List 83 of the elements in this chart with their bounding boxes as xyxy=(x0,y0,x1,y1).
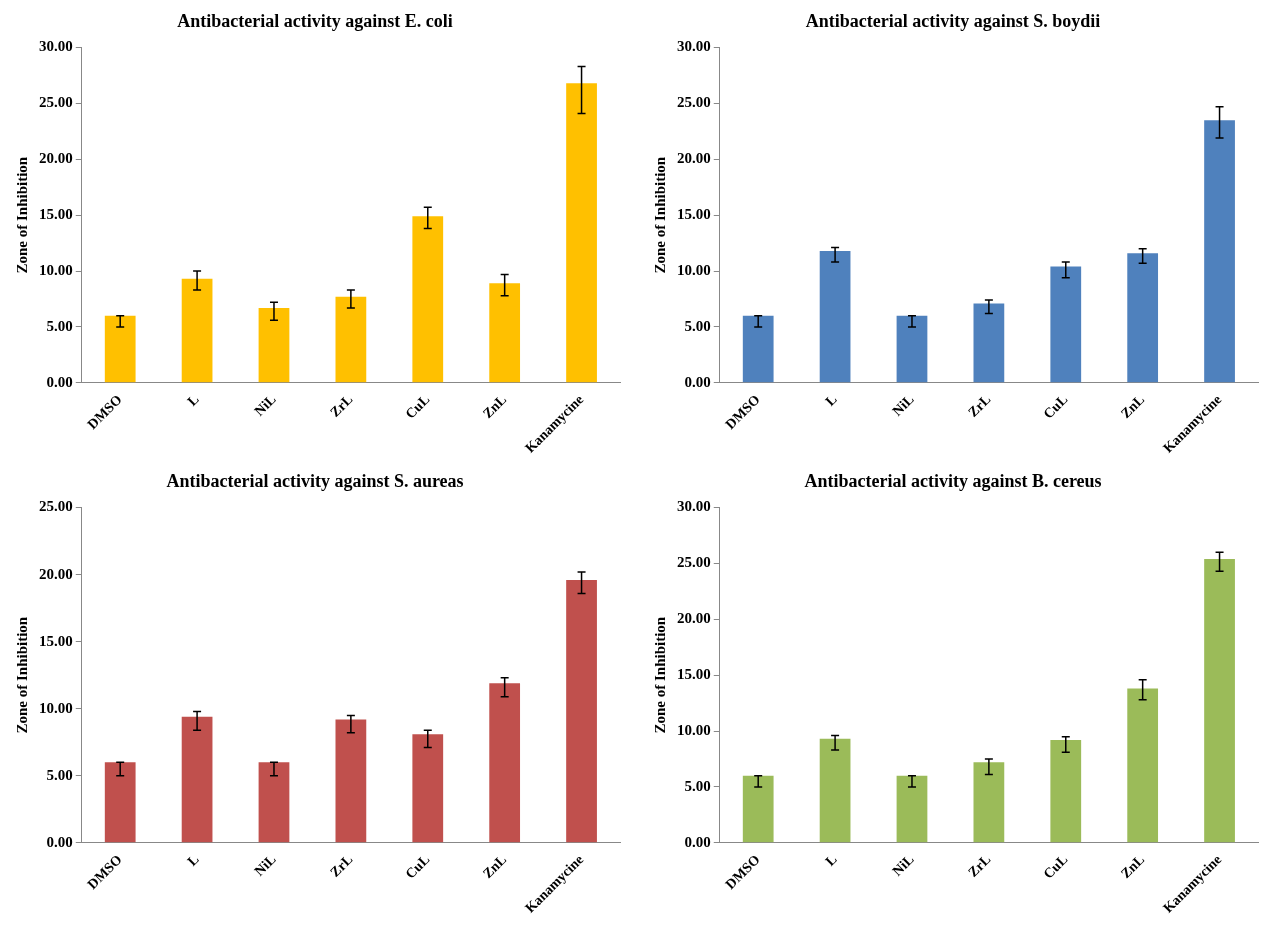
x-tick-label: ZrL xyxy=(327,851,356,880)
y-tick-label: 30.00 xyxy=(677,498,711,515)
bar xyxy=(104,762,136,843)
bar xyxy=(973,762,1005,843)
y-tick-label: 0.00 xyxy=(684,373,711,390)
y-tick-label: 25.00 xyxy=(39,94,73,111)
bar xyxy=(973,303,1005,383)
x-tick-label: CuL xyxy=(1040,391,1071,422)
bar xyxy=(896,315,928,383)
y-tick-label: 15.00 xyxy=(39,632,73,649)
x-tick-label: CuL xyxy=(1040,851,1071,882)
chart-title: Antibacterial activity against S. boydii xyxy=(805,11,1101,32)
bar xyxy=(1204,558,1235,843)
bar xyxy=(489,283,521,383)
x-tick-label: NiL xyxy=(251,391,279,419)
y-tick-label: 15.00 xyxy=(677,206,711,223)
y-tick-label: 25.00 xyxy=(677,94,711,111)
y-tick-label: 20.00 xyxy=(39,150,73,167)
x-tick-label: CuL xyxy=(402,851,433,882)
chart-title: Antibacterial activity against B. cereus xyxy=(804,471,1102,492)
bar xyxy=(335,296,367,383)
y-tick-label: 0.00 xyxy=(684,833,711,850)
x-tick-label: ZrL xyxy=(965,391,994,420)
x-tick-label: L xyxy=(184,391,202,409)
x-tick-label: ZrL xyxy=(965,851,994,880)
bar xyxy=(181,278,213,383)
bar xyxy=(412,216,444,383)
bar xyxy=(819,738,851,843)
x-tick-label: ZnL xyxy=(480,391,510,422)
bar xyxy=(819,250,851,383)
y-tick-label: 20.00 xyxy=(39,565,73,582)
bar xyxy=(489,683,521,843)
y-tick-label: 10.00 xyxy=(677,721,711,738)
x-tick-label: ZnL xyxy=(1118,851,1148,882)
y-tick-label: 25.00 xyxy=(677,554,711,571)
chart-title: Antibacterial activity against E. coli xyxy=(177,11,453,32)
y-tick-label: 10.00 xyxy=(677,261,711,278)
bar xyxy=(1050,266,1082,383)
x-tick-label: L xyxy=(822,391,840,409)
y-tick-label: 15.00 xyxy=(39,206,73,223)
y-axis-title: Zone of Inhibition xyxy=(13,156,30,274)
bar xyxy=(1050,739,1082,843)
bar xyxy=(1127,253,1159,383)
y-tick-label: 5.00 xyxy=(684,317,711,334)
x-tick-label: NiL xyxy=(889,851,917,879)
bar xyxy=(742,315,774,383)
x-tick-label: CuL xyxy=(402,391,433,422)
x-tick-label: L xyxy=(822,851,840,869)
bar xyxy=(335,719,367,843)
x-tick-label: NiL xyxy=(251,851,279,879)
y-tick-label: 30.00 xyxy=(677,38,711,55)
y-tick-label: 20.00 xyxy=(677,150,711,167)
bar xyxy=(566,83,597,383)
y-tick-label: 5.00 xyxy=(46,766,73,783)
bar xyxy=(566,580,597,843)
y-tick-label: 5.00 xyxy=(46,317,73,334)
bar xyxy=(742,775,774,843)
x-tick-label: ZnL xyxy=(480,851,510,882)
bar xyxy=(104,315,136,383)
x-tick-label: ZnL xyxy=(1118,391,1148,422)
y-tick-label: 10.00 xyxy=(39,699,73,716)
bar xyxy=(181,716,213,843)
x-tick-label: ZrL xyxy=(327,391,356,420)
y-tick-label: 25.00 xyxy=(39,498,73,515)
y-axis-title: Zone of Inhibition xyxy=(651,156,668,274)
y-tick-label: 0.00 xyxy=(46,833,73,850)
x-tick-label: L xyxy=(184,851,202,869)
bar xyxy=(1204,120,1235,383)
y-axis-title: Zone of Inhibition xyxy=(651,616,668,734)
bar xyxy=(258,762,290,843)
y-tick-label: 30.00 xyxy=(39,38,73,55)
x-tick-label: NiL xyxy=(889,391,917,419)
bar xyxy=(258,307,290,383)
y-tick-label: 0.00 xyxy=(46,373,73,390)
bar xyxy=(896,775,928,843)
y-tick-label: 15.00 xyxy=(677,666,711,683)
y-tick-label: 10.00 xyxy=(39,261,73,278)
chart-title: Antibacterial activity against S. aureas xyxy=(166,471,464,492)
y-tick-label: 5.00 xyxy=(684,777,711,794)
bar xyxy=(1127,688,1159,843)
bar xyxy=(412,734,444,843)
y-axis-title: Zone of Inhibition xyxy=(13,616,30,734)
y-tick-label: 20.00 xyxy=(677,610,711,627)
